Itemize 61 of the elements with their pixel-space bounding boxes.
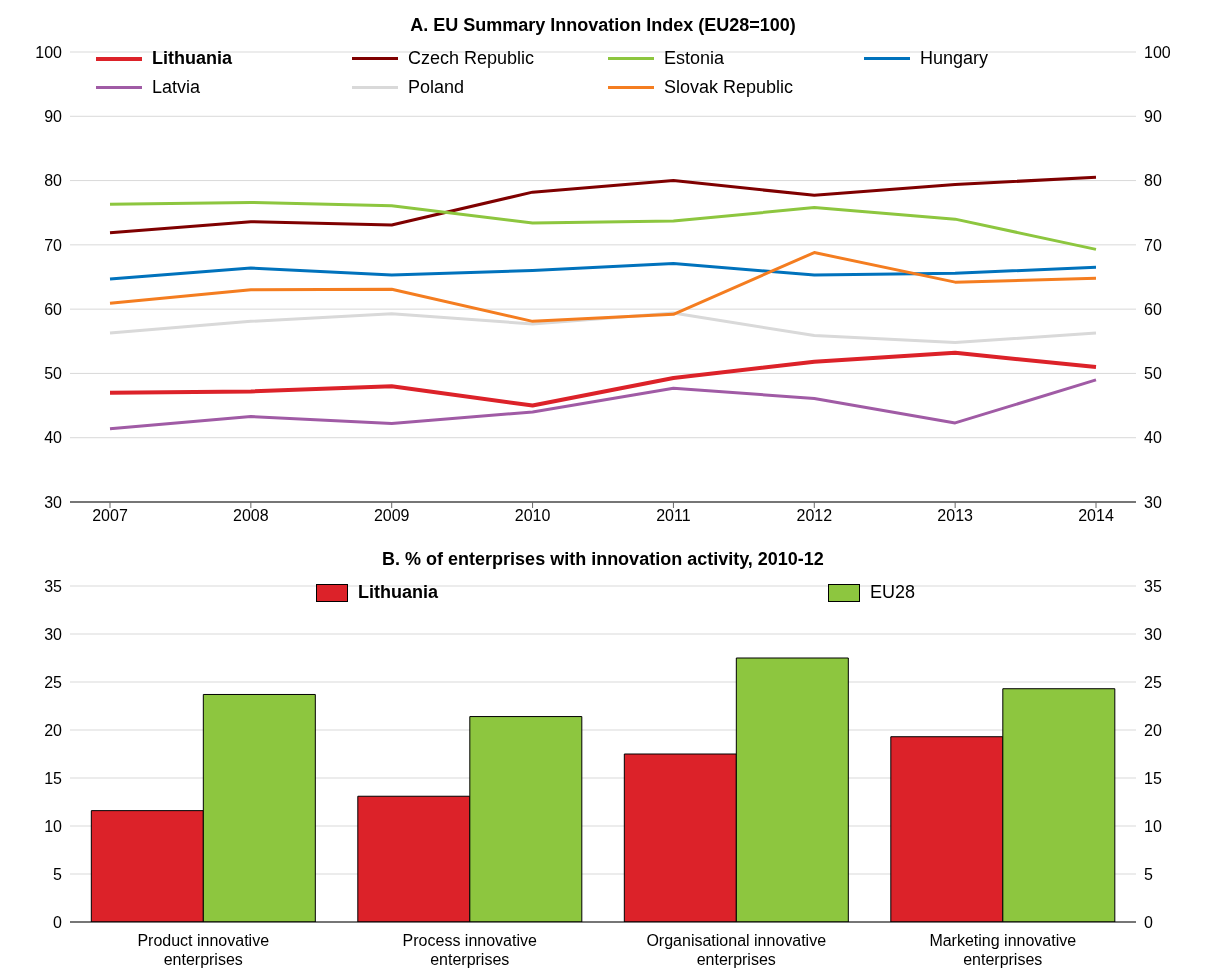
y2-tick-label: 10 xyxy=(1144,817,1162,835)
x-tick-label: 2011 xyxy=(656,507,691,525)
y2-tick-label: 25 xyxy=(1144,673,1162,691)
y-tick-label: 20 xyxy=(44,721,63,739)
y2-tick-label: 35 xyxy=(1144,577,1162,595)
y-tick-label: 70 xyxy=(44,236,63,254)
y2-tick-label: 100 xyxy=(1144,43,1171,61)
y-tick-label: 35 xyxy=(44,577,63,595)
y-tick-label: 15 xyxy=(44,769,63,787)
y2-tick-label: 20 xyxy=(1144,721,1162,739)
y-tick-label: 60 xyxy=(44,300,63,318)
y-tick-label: 50 xyxy=(44,365,63,383)
y2-tick-label: 0 xyxy=(1144,913,1153,931)
legend-label: Estonia xyxy=(664,48,725,69)
line-series xyxy=(108,350,1098,408)
legend-label: Poland xyxy=(408,77,465,98)
legend-label: Lithuania xyxy=(358,582,438,603)
line-series xyxy=(108,262,1098,281)
y2-tick-label: 30 xyxy=(1144,493,1162,511)
chart-title: B. % of enterprises with innovation activity, 2010-12 xyxy=(381,548,825,571)
line-series xyxy=(108,200,1098,251)
y2-tick-label: 90 xyxy=(1144,107,1162,125)
y2-tick-label: 50 xyxy=(1144,365,1162,383)
x-tick-label: Product innovative enterprises xyxy=(137,932,270,968)
x-tick-label: 2014 xyxy=(1078,507,1114,525)
x-tick-label: Organisational innovative enterprises xyxy=(646,932,827,968)
legend-label: Latvia xyxy=(152,77,201,98)
line-series xyxy=(108,251,1098,323)
x-tick-label: 2007 xyxy=(92,507,128,525)
chart-title: A. EU Summary Innovation Index (EU28=100) xyxy=(409,14,797,37)
y-tick-label: 0 xyxy=(53,913,63,931)
y-tick-label: 90 xyxy=(44,107,63,125)
legend-label: Czech Republic xyxy=(408,48,535,69)
y-tick-label: 80 xyxy=(44,172,63,190)
y2-tick-label: 60 xyxy=(1144,300,1162,318)
y-tick-label: 30 xyxy=(44,625,63,643)
x-tick-label: 2008 xyxy=(233,507,269,525)
y-tick-label: 40 xyxy=(44,429,63,447)
legend-label: EU28 xyxy=(870,582,916,603)
y-tick-label: 10 xyxy=(44,817,63,835)
x-tick-label: 2009 xyxy=(373,507,410,525)
legend-label: Slovak Republic xyxy=(664,77,794,98)
y-tick-label: 100 xyxy=(35,43,63,61)
y2-tick-label: 40 xyxy=(1144,429,1162,447)
x-tick-label: 2013 xyxy=(937,507,974,525)
y-tick-label: 5 xyxy=(53,865,63,883)
x-tick-label: 2010 xyxy=(514,507,551,525)
line-series xyxy=(108,378,1098,431)
y2-tick-label: 30 xyxy=(1144,625,1162,643)
y2-tick-label: 5 xyxy=(1144,865,1153,883)
line-series xyxy=(108,175,1098,235)
y-tick-label: 25 xyxy=(44,673,63,691)
y-tick-label: 30 xyxy=(44,493,63,511)
legend-label: Hungary xyxy=(920,48,989,69)
x-tick-label: 2012 xyxy=(796,507,833,525)
y2-tick-label: 80 xyxy=(1144,172,1162,190)
y2-tick-label: 70 xyxy=(1144,236,1162,254)
x-tick-label: Process innovative enterprises xyxy=(402,932,537,968)
x-tick-label: Marketing innovative enterprises xyxy=(929,932,1077,968)
legend-label: Lithuania xyxy=(152,48,232,69)
y2-tick-label: 15 xyxy=(1144,769,1162,787)
